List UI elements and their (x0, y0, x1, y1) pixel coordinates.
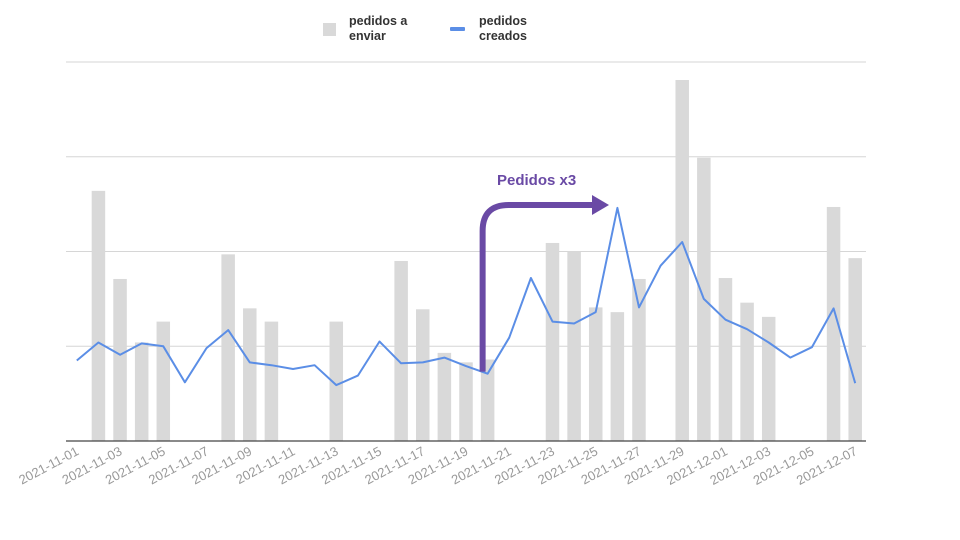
legend-item-pedidos-a-enviar[interactable]: pedidos a enviar (323, 14, 429, 44)
bar (437, 352, 452, 441)
bar (740, 302, 754, 441)
bar (848, 258, 862, 441)
bar (718, 278, 733, 441)
annotation-arrow-icon (479, 195, 609, 372)
bar (567, 251, 581, 441)
bar (675, 80, 689, 441)
arrow-shaft (479, 202, 594, 372)
bar-series-pedidos-a-enviar (91, 80, 862, 441)
line-series-pedidos-creados (76, 206, 857, 387)
bar (480, 359, 495, 441)
bar (91, 190, 106, 441)
bar (459, 362, 473, 441)
bar (416, 309, 430, 441)
bar (588, 307, 603, 441)
legend-label: pedidos creados (479, 14, 527, 43)
legend-swatch-line (450, 27, 465, 31)
bar (156, 321, 171, 441)
bar (545, 242, 560, 441)
legend-label: pedidos a enviar (349, 14, 408, 43)
legend-swatch-bar (323, 23, 336, 36)
bar (394, 260, 408, 441)
bar (134, 342, 149, 441)
arrow-head (592, 195, 609, 215)
bar (264, 321, 279, 441)
bar (826, 206, 841, 441)
gridlines (66, 61, 866, 347)
bar (329, 321, 344, 441)
legend-item-pedidos-creados[interactable]: pedidos creados (450, 14, 559, 44)
x-axis-tick-labels: 2021-11-012021-11-032021-11-052021-11-07… (16, 443, 859, 487)
bar (113, 278, 127, 441)
bar (632, 278, 646, 441)
bar (610, 312, 625, 441)
series-line (76, 206, 857, 387)
bar (221, 254, 235, 441)
bar (243, 308, 257, 441)
annotation-label: Pedidos x3 (497, 172, 577, 189)
bar (761, 316, 776, 441)
